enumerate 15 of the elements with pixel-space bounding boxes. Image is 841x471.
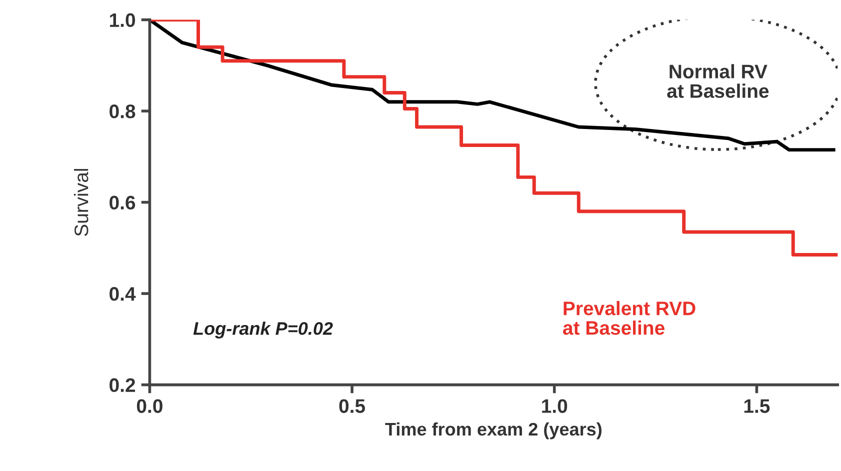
x-tick-label: 0.5 xyxy=(339,399,366,413)
y-tick-label: 0.4 xyxy=(110,287,136,301)
x-tick-label: 1.5 xyxy=(744,399,770,413)
y-tick-label: 0.6 xyxy=(110,196,136,210)
y-tick-label: 1.0 xyxy=(110,13,136,28)
x-tick-label: 1.0 xyxy=(542,399,568,413)
line-series xyxy=(150,20,836,152)
y-axis-title: Survival xyxy=(74,169,88,236)
y-tick-label: 0.2 xyxy=(110,378,136,392)
series-label: Normal RV at Baseline xyxy=(667,64,769,98)
annotation: Log-rank P=0.02 xyxy=(193,322,333,338)
text: Prevalent RVD at Baseline xyxy=(563,301,696,335)
y-tick-label: 0.8 xyxy=(110,104,136,118)
x-axis-title: Time from exam 2 (years) xyxy=(385,422,602,440)
x-tick-label: 0.0 xyxy=(136,399,162,413)
